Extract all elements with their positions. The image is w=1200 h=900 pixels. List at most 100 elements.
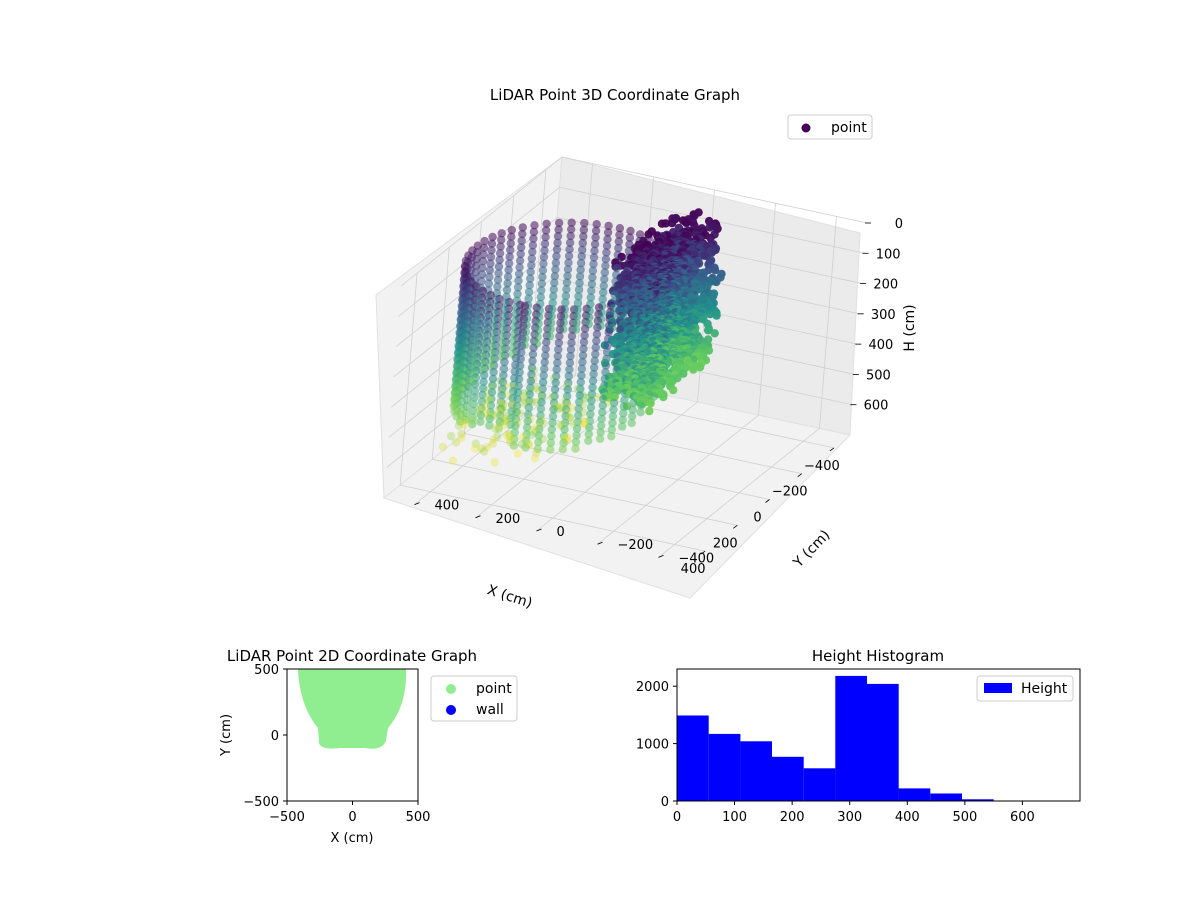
cloud-point — [561, 298, 570, 307]
x-tick-mark — [733, 524, 738, 529]
cloud-point — [703, 326, 713, 335]
grid-line — [597, 414, 759, 545]
cloud-point — [498, 377, 508, 387]
cloud-point — [460, 420, 469, 430]
cloud-point — [567, 225, 576, 234]
cloud-point — [527, 363, 537, 372]
cloud-point — [494, 262, 504, 271]
cloud-point — [478, 384, 488, 393]
cloud-point — [573, 305, 582, 314]
cloud-point — [477, 270, 487, 279]
hist-x-tick-label: 500 — [952, 810, 977, 825]
y-tick-mark — [536, 528, 542, 532]
cloud-point — [563, 391, 572, 401]
cloud-point — [515, 256, 525, 265]
cloud-point — [580, 331, 589, 340]
histogram-bar — [772, 756, 804, 801]
cloud-point — [438, 442, 448, 452]
cloud-point — [541, 344, 550, 354]
cloud-point — [618, 415, 627, 425]
cloud-point — [585, 423, 594, 432]
cloud-point — [549, 405, 558, 414]
histogram-bar — [803, 768, 836, 801]
cloud-point — [564, 371, 573, 381]
cloud-point — [636, 401, 646, 410]
cloud-point — [489, 381, 498, 391]
cloud-point — [477, 397, 487, 406]
cloud-point — [549, 398, 559, 407]
x-tick-label-3d: −400 — [804, 459, 840, 474]
cloud-point — [551, 258, 561, 268]
cloud-point — [539, 371, 548, 380]
cloud-point — [567, 338, 576, 347]
cloud-point — [659, 392, 668, 402]
cloud-point — [579, 225, 588, 234]
cloud-point — [538, 272, 547, 282]
cloud-point — [527, 254, 536, 263]
cloud-point — [565, 365, 574, 374]
cloud-point — [615, 224, 625, 233]
cloud-point — [575, 272, 585, 281]
scatter2d-ticks: −500 0 500 −500 0 500 — [243, 663, 430, 825]
cloud-point — [558, 445, 568, 454]
legend-label-point-2d: point — [476, 681, 512, 697]
cloud-point — [514, 381, 523, 390]
cloud-point — [592, 330, 602, 339]
cloud-point — [554, 225, 563, 234]
cloud-point — [496, 418, 505, 427]
cloud-point — [563, 385, 572, 394]
cloud-point — [546, 318, 556, 327]
cloud-point — [520, 396, 530, 406]
x-tick-label-2d: 500 — [406, 810, 431, 825]
cloud-point — [564, 378, 573, 387]
cloud-point — [578, 238, 587, 248]
cloud-point — [505, 252, 514, 261]
cloud-point — [486, 401, 496, 410]
cloud-point — [526, 376, 536, 386]
cloud-point — [560, 418, 570, 427]
y-tick-label-3d: −200 — [618, 538, 654, 553]
cloud-point — [604, 221, 613, 231]
cloud-point — [454, 421, 463, 430]
cloud-point — [590, 246, 599, 255]
cloud-point — [574, 292, 583, 301]
cloud-point — [521, 443, 530, 452]
cloud-point — [646, 399, 655, 408]
cloud-point — [584, 436, 593, 445]
cloud-point — [589, 253, 599, 262]
cloud-point — [625, 233, 635, 242]
z-ticks-3d: 0 100 200 300 400 500 600 — [850, 217, 903, 414]
cloud-point — [554, 345, 563, 354]
cloud-point — [592, 220, 601, 229]
cloud-point — [482, 443, 492, 452]
cloud-point — [519, 389, 528, 398]
cloud-point — [607, 425, 616, 434]
cloud-point — [573, 384, 583, 394]
cloud-point — [547, 431, 556, 441]
cloud-point — [514, 269, 524, 279]
cloud-point — [513, 394, 522, 404]
cloud-point — [549, 292, 558, 301]
x-tick-label-2d: −500 — [269, 810, 305, 825]
cloud-point — [597, 421, 606, 430]
cloud-point — [705, 223, 714, 232]
cloud-point — [531, 383, 540, 393]
cloud-point — [536, 404, 546, 414]
cloud-point — [515, 368, 524, 377]
grid-line — [658, 428, 820, 558]
cloud-point — [469, 400, 478, 409]
cloud-point — [537, 398, 546, 407]
cloud-point — [533, 444, 542, 454]
cloud-point — [608, 412, 618, 421]
grid-line — [400, 156, 563, 287]
cloud-point — [524, 403, 533, 412]
cloud-point — [602, 241, 612, 250]
cloud-point — [506, 245, 515, 255]
cloud-point — [497, 235, 506, 245]
cloud-point — [574, 285, 584, 294]
cloud-point — [500, 357, 509, 367]
cloud-point — [516, 249, 525, 259]
cloud-point — [517, 341, 526, 350]
cloud-point — [626, 226, 635, 236]
cloud-point — [476, 410, 486, 420]
